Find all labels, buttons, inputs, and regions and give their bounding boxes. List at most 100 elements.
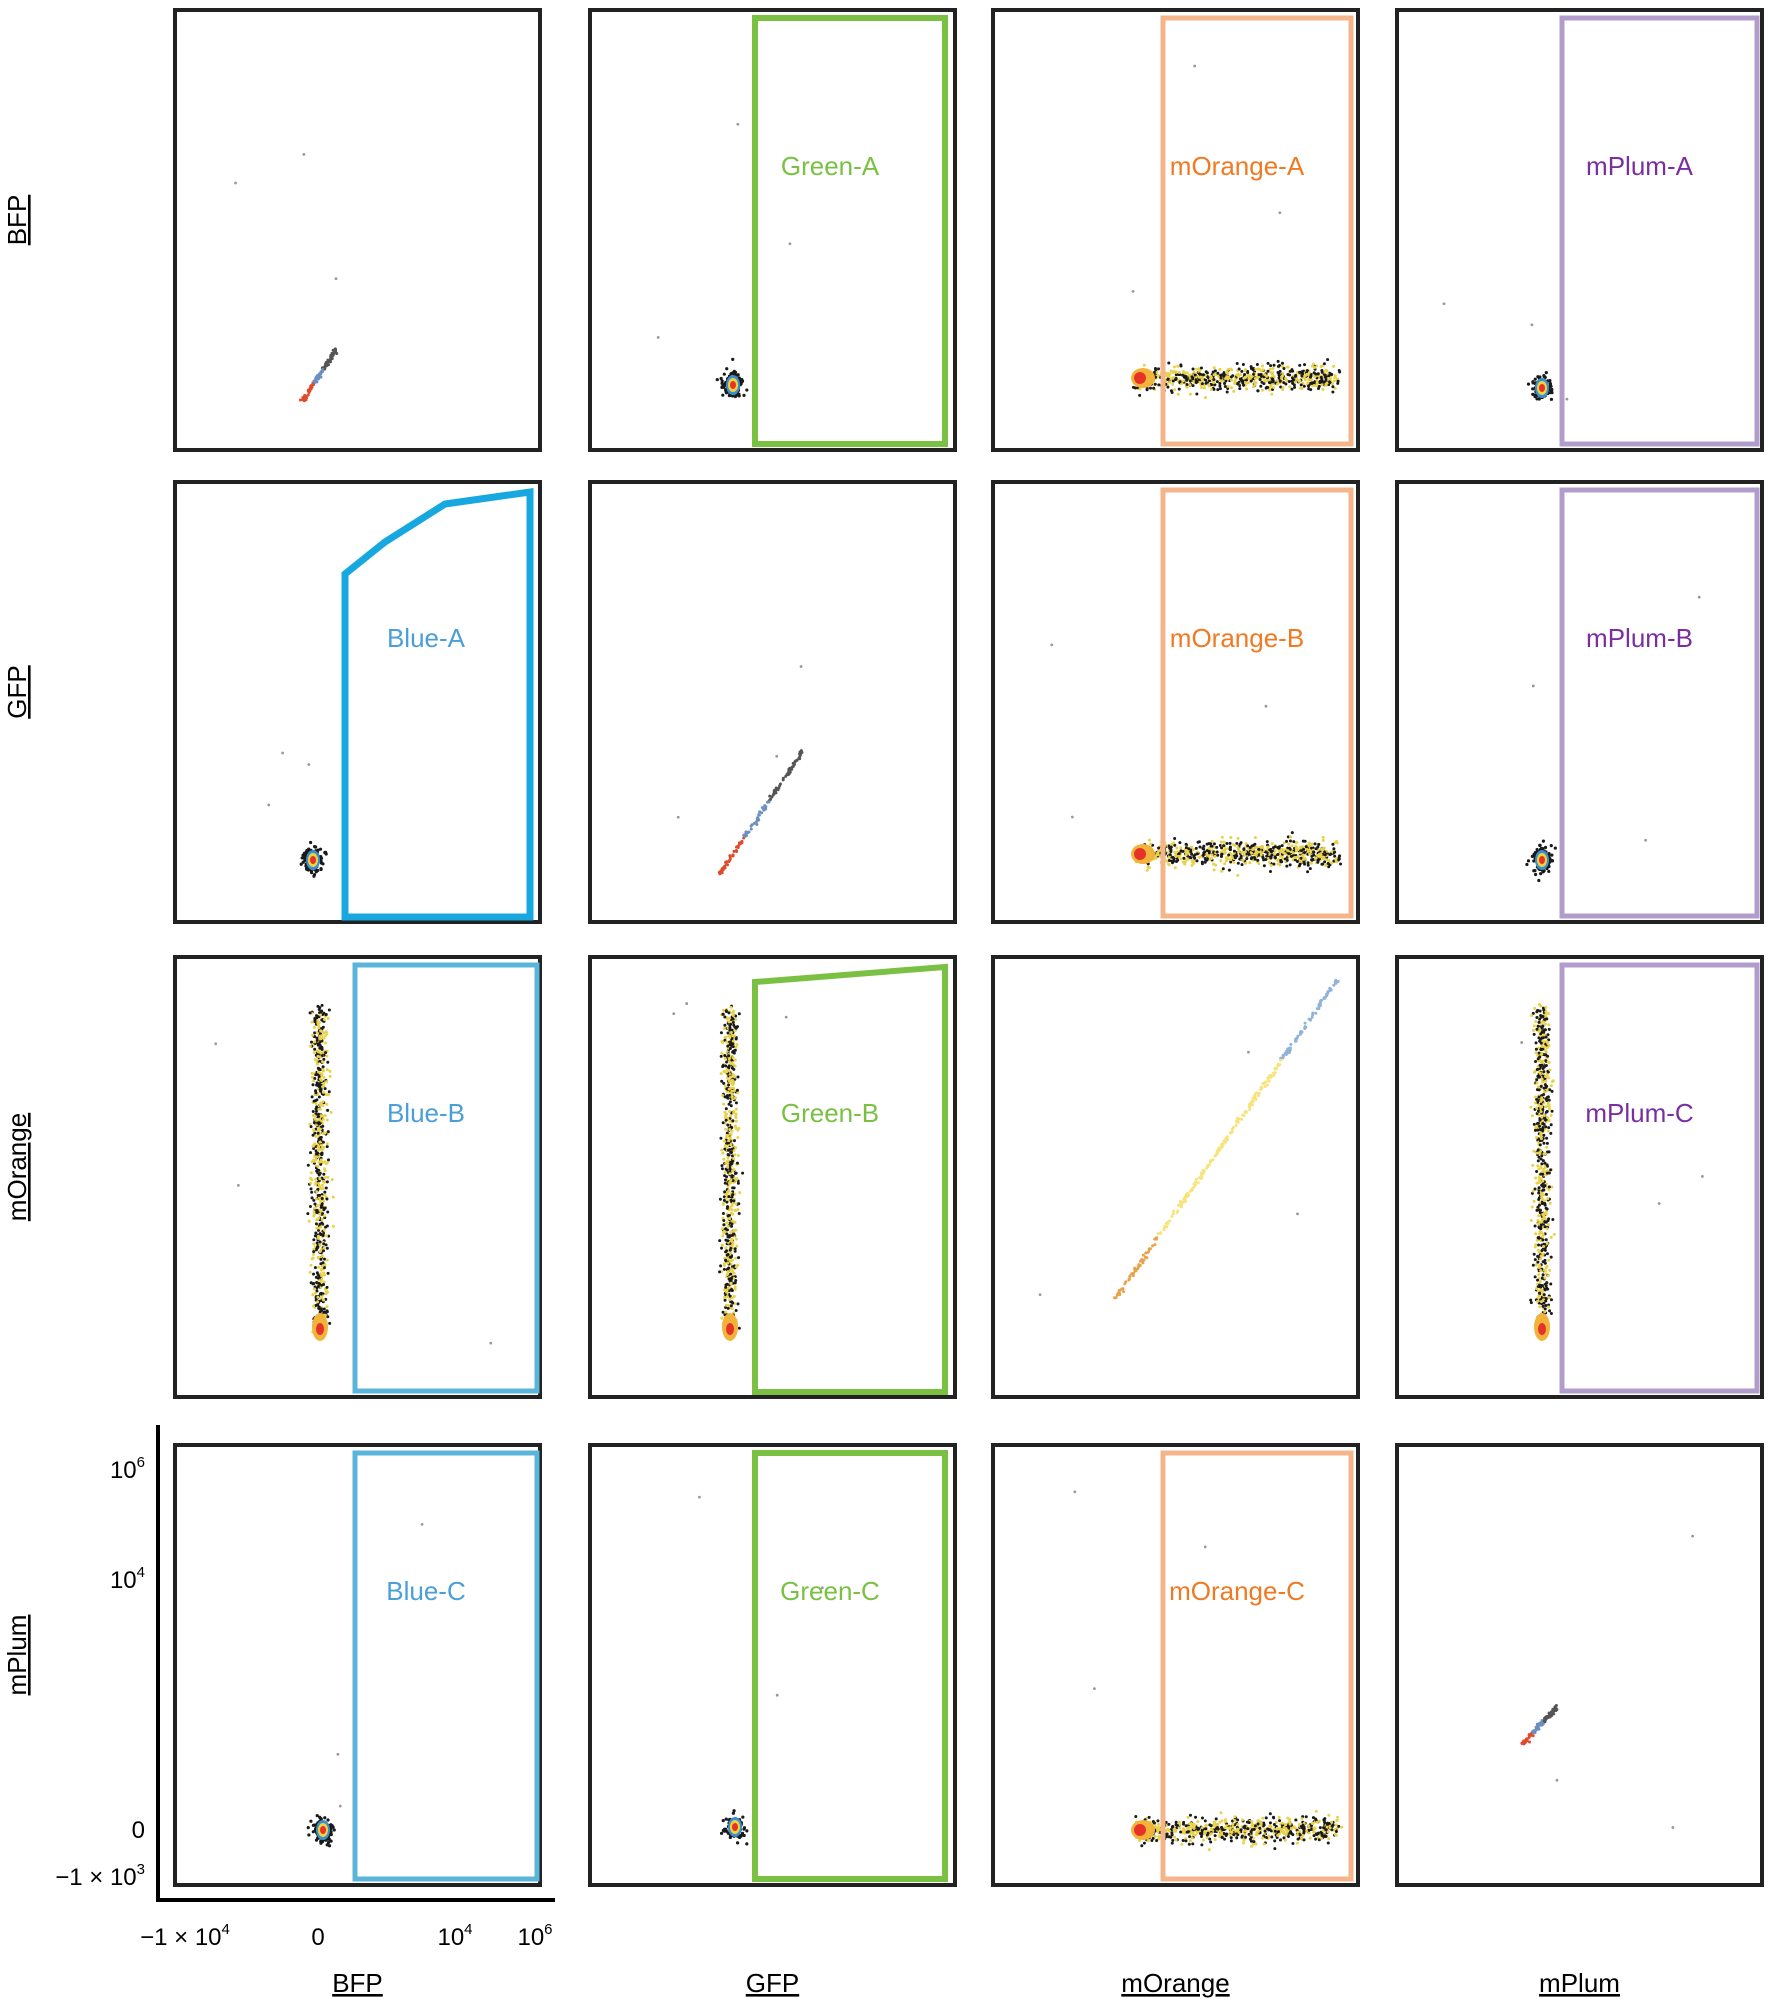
event-dot [721, 1093, 725, 1097]
event-dot [725, 1040, 729, 1044]
event-dot [1244, 861, 1248, 865]
event-dot [1224, 379, 1228, 383]
event-dot [312, 1248, 316, 1252]
event-dot [1189, 850, 1193, 854]
event-dot [318, 1137, 322, 1141]
event-dot [321, 368, 325, 372]
event-dot [1210, 853, 1214, 857]
event-dot [1551, 1217, 1555, 1221]
event-dot [1280, 361, 1284, 365]
event-dot [1540, 1248, 1544, 1252]
event-dot [1536, 1159, 1540, 1163]
event-dot [315, 1241, 319, 1245]
event-dot [1311, 1011, 1315, 1015]
event-dot [730, 1092, 734, 1096]
event-dot [1279, 385, 1283, 389]
event-dot [326, 1837, 331, 1841]
event-dot [323, 850, 327, 855]
event-dot [720, 1079, 724, 1083]
event-dot [1539, 1300, 1543, 1304]
event-dot [720, 871, 724, 875]
event-dot [1179, 1205, 1183, 1209]
event-dot [1276, 359, 1280, 363]
event-dot [730, 1224, 734, 1228]
event-dot [1535, 1027, 1539, 1031]
event-dot [1338, 854, 1342, 858]
event-dot [332, 349, 336, 353]
event-dot [1250, 1103, 1254, 1107]
event-dot [1545, 1252, 1549, 1256]
event-dot [317, 1196, 321, 1200]
event-dot [1171, 379, 1175, 383]
event-dot [729, 1278, 733, 1282]
event-dot [324, 1225, 328, 1229]
event-dot [1267, 388, 1271, 392]
event-dot [729, 1281, 733, 1285]
event-dot [322, 1249, 326, 1253]
event-dot [728, 1206, 732, 1210]
event-dot [1216, 371, 1220, 375]
event-dot [1323, 850, 1327, 854]
event-dot [1224, 370, 1228, 374]
event-dot [1221, 1142, 1225, 1146]
event-dot [313, 1206, 317, 1210]
event-dot [313, 1234, 317, 1238]
event-dot [721, 1211, 725, 1215]
event-dot [315, 1036, 319, 1040]
event-dot [1232, 389, 1236, 393]
event-dot [755, 818, 759, 822]
event-dot [326, 1210, 330, 1214]
event-dot [302, 851, 307, 855]
event-dot [308, 1270, 312, 1274]
event-dot [724, 1303, 728, 1307]
event-dot [1243, 369, 1247, 373]
event-dot [326, 1158, 330, 1162]
event-dot [315, 1081, 319, 1085]
event-dot [729, 1104, 733, 1108]
event-dot [1336, 858, 1340, 862]
event-dot [1308, 378, 1312, 382]
event-dot [1538, 1071, 1542, 1075]
event-dot [1145, 388, 1149, 392]
event-dot [1181, 379, 1185, 383]
event-dot [1313, 365, 1317, 369]
event-dot [1138, 387, 1142, 391]
event-dot [1288, 863, 1292, 867]
event-dot [1530, 1014, 1534, 1018]
event-dot [1535, 1068, 1539, 1072]
event-dot [1220, 853, 1224, 857]
event-dot [314, 1177, 318, 1181]
event-dot [1259, 374, 1263, 378]
event-dot [1224, 859, 1228, 863]
event-dot [1534, 1263, 1538, 1267]
event-dot [1285, 839, 1289, 843]
event-dot [723, 1110, 727, 1114]
event-dot [1190, 845, 1194, 849]
event-dot [1193, 373, 1197, 377]
event-dot [1538, 1279, 1542, 1283]
event-dot [313, 1020, 317, 1024]
event-dot [731, 1269, 735, 1273]
event-dot [1531, 1163, 1535, 1167]
event-dot [1539, 1032, 1543, 1036]
event-dot [1249, 379, 1253, 383]
panel-frame [588, 8, 957, 452]
event-dot [1195, 859, 1199, 863]
event-dot [1529, 1298, 1533, 1302]
event-dot [1294, 845, 1298, 849]
event-dot [320, 1264, 324, 1268]
event-dot [734, 1228, 738, 1232]
event-dot [1546, 1116, 1550, 1120]
event-dot [718, 1239, 722, 1243]
event-dot [1553, 846, 1557, 850]
event-dot [322, 1271, 326, 1275]
event-dot [1531, 1189, 1535, 1193]
event-dot [734, 1114, 738, 1118]
event-dot [1153, 1237, 1157, 1241]
event-dot [1536, 1289, 1540, 1293]
event-dot [316, 1145, 320, 1149]
event-dot [1138, 1259, 1142, 1263]
event-dot [1141, 1253, 1145, 1257]
event-dot [1546, 1287, 1550, 1291]
event-dot [1201, 1168, 1205, 1172]
